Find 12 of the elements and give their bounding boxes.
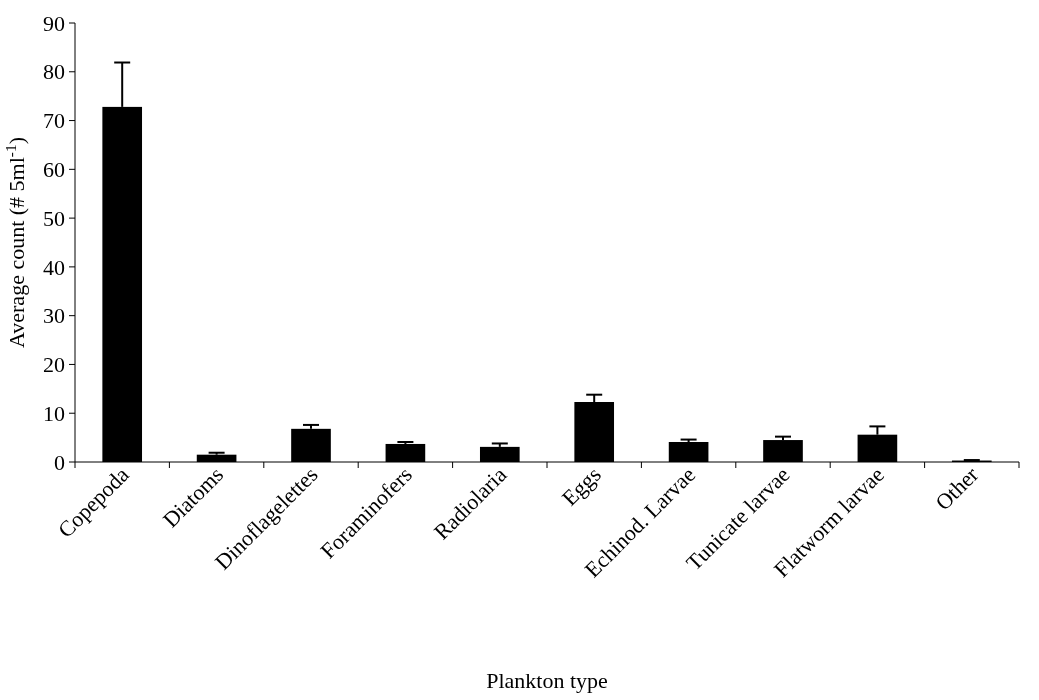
y-tick-label: 70 xyxy=(43,108,65,134)
y-tick-label: 90 xyxy=(43,10,65,36)
y-tick-label: 20 xyxy=(43,352,65,378)
y-tick-label: 30 xyxy=(43,303,65,329)
y-tick-label: 10 xyxy=(43,400,65,426)
y-tick-label: 60 xyxy=(43,157,65,183)
y-tick-label: 0 xyxy=(54,449,65,475)
y-tick-label: 40 xyxy=(43,254,65,280)
y-tick-label: 50 xyxy=(43,205,65,231)
y-tick-label: 80 xyxy=(43,59,65,85)
x-tick-label: Eggs xyxy=(556,461,606,511)
x-axis-title: Plankton type xyxy=(486,668,608,693)
